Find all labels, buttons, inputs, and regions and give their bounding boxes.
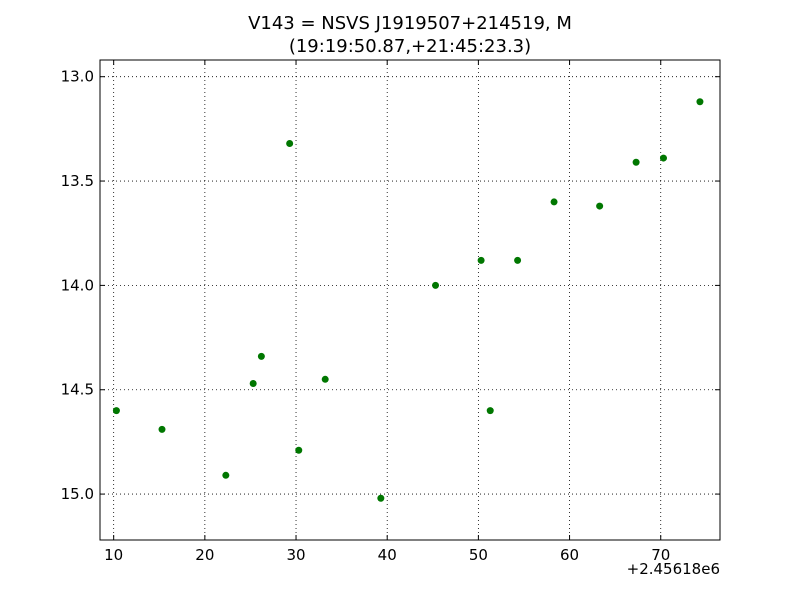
x-tick-label: 50 — [469, 546, 488, 564]
data-points — [112, 98, 704, 502]
x-axis-offset-label: +2.45618e6 — [627, 560, 720, 578]
data-point — [632, 158, 640, 166]
data-point — [477, 256, 485, 264]
data-point — [321, 375, 329, 383]
data-point — [514, 256, 522, 264]
data-point — [112, 407, 120, 415]
data-point — [249, 379, 257, 387]
data-point — [550, 198, 558, 206]
x-tick-label: 10 — [104, 546, 123, 564]
data-point — [158, 425, 166, 433]
data-point — [222, 471, 230, 479]
data-point — [432, 281, 440, 289]
data-point — [377, 494, 385, 502]
data-point — [486, 407, 494, 415]
data-point — [257, 352, 265, 360]
data-point — [295, 446, 303, 454]
y-tick-label: 15.0 — [61, 485, 94, 503]
x-tick-label: 20 — [195, 546, 214, 564]
data-point — [659, 154, 667, 162]
y-tick-label: 14.0 — [61, 276, 94, 294]
y-tick-label: 13.5 — [61, 172, 94, 190]
data-point — [596, 202, 604, 210]
data-point — [696, 98, 704, 106]
plot-frame — [99, 59, 721, 541]
x-tick-label: 60 — [560, 546, 579, 564]
chart-title: V143 = NSVS J1919507+214519, M — [248, 13, 572, 34]
y-tick-label: 14.5 — [61, 381, 94, 399]
x-tick-label: 30 — [286, 546, 305, 564]
x-tick-label: 70 — [651, 546, 670, 564]
grid-lines — [100, 60, 720, 540]
x-tick-label: 40 — [378, 546, 397, 564]
axis-ticks — [100, 60, 720, 540]
data-point — [286, 139, 294, 147]
y-tick-label: 13.0 — [61, 68, 94, 86]
tick-labels: 10 20 30 40 50 60 70 13.0 13.5 14.0 14.5 15.0 — [61, 68, 671, 564]
chart-subtitle: (19:19:50.87,+21:45:23.3) — [289, 36, 531, 57]
